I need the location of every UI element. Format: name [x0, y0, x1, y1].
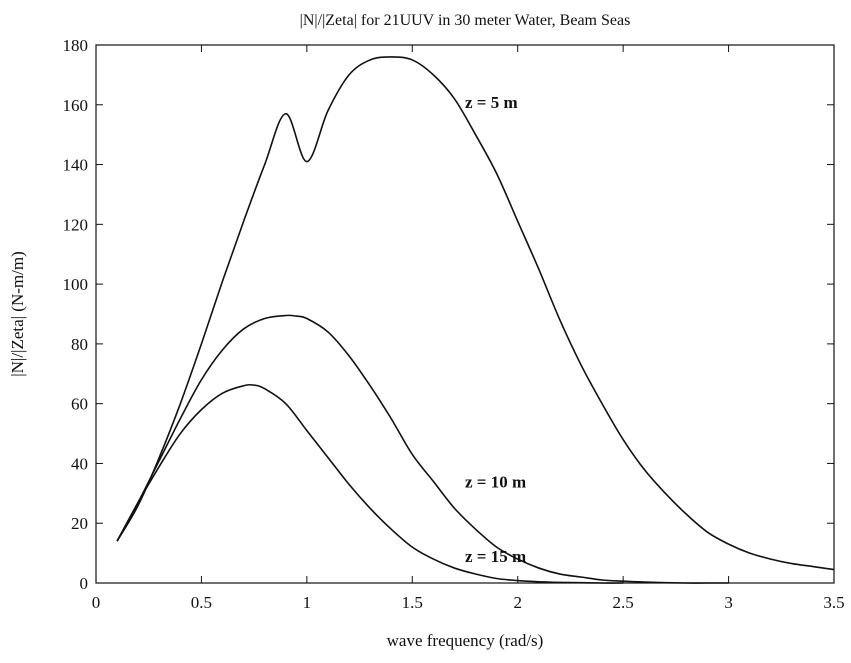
x-axis: 0 0.5 1 1.5 2 2.5 3 3.5	[92, 45, 845, 612]
y-tick-label: 120	[63, 215, 89, 234]
y-tick-label: 80	[71, 335, 88, 354]
series-line-3	[116, 383, 624, 584]
y-tick-label: 100	[63, 275, 89, 294]
y-axis-label: |N|/|Zeta| (N-m/m)	[8, 251, 27, 377]
y-tick-label: 180	[63, 36, 89, 55]
y-tick-label: 0	[80, 574, 89, 593]
curve-annotation-3: z = 15 m	[465, 547, 526, 566]
x-tick-label: 1.5	[402, 593, 423, 612]
chart-title: |N|/|Zeta| for 21UUV in 30 meter Water, …	[300, 12, 631, 29]
x-tick-label: 3.5	[823, 593, 844, 612]
x-tick-label: 0.5	[191, 593, 212, 612]
annotation-layer: z = 5 m z = 10 m z = 15 m	[465, 93, 526, 566]
y-tick-label: 40	[71, 454, 88, 473]
plot-frame	[95, 44, 835, 584]
y-tick-label: 20	[71, 514, 88, 533]
series-layer	[116, 56, 835, 584]
x-tick-label: 3	[724, 593, 733, 612]
y-axis: 0 20 40 60 80 100 120 140 160 180	[63, 36, 834, 593]
x-tick-label: 2	[513, 593, 522, 612]
y-tick-label: 160	[63, 96, 89, 115]
curve-annotation-1: z = 5 m	[465, 93, 518, 112]
x-tick-label: 2.5	[613, 593, 634, 612]
curve-annotation-2: z = 10 m	[465, 472, 526, 491]
y-tick-label: 140	[63, 156, 89, 175]
y-tick-label: 60	[71, 395, 88, 414]
series-line-1	[116, 56, 835, 571]
series-line-2	[116, 314, 729, 584]
x-tick-label: 1	[303, 593, 312, 612]
x-tick-label: 0	[92, 593, 101, 612]
x-axis-label: wave frequency (rad/s)	[387, 631, 544, 650]
plot-border	[95, 44, 835, 584]
